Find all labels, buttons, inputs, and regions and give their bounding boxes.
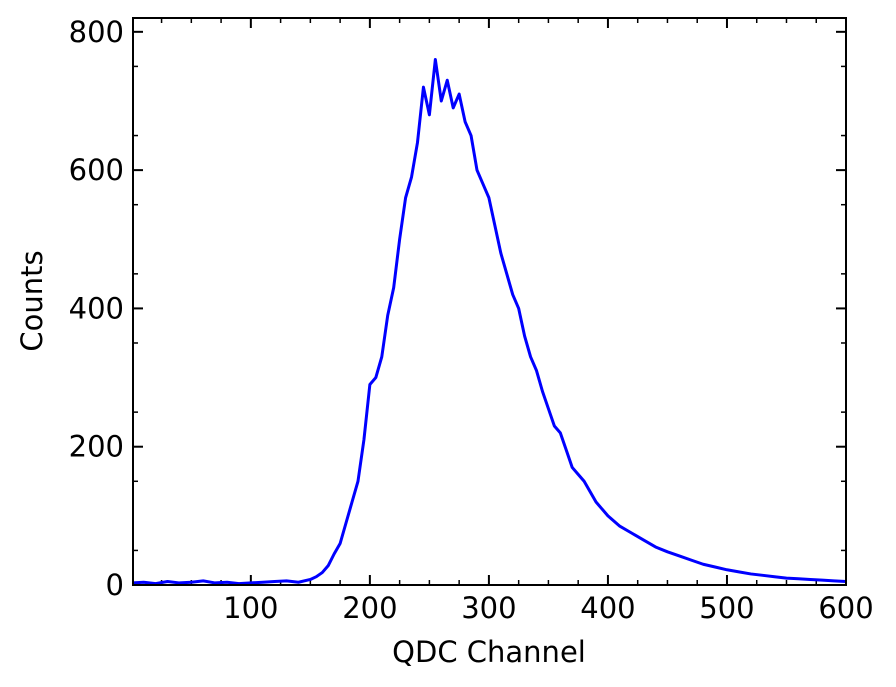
x-axis-title: QDC Channel — [392, 635, 586, 669]
series-line — [132, 57, 847, 586]
x-tick-label: 100 — [223, 591, 278, 625]
x-tick-label: 500 — [699, 591, 754, 625]
x-axis-ticks: 100 200 300 400 500 600 — [160, 18, 874, 625]
x-tick-label: 300 — [461, 591, 516, 625]
y-tick-label: 200 — [69, 430, 124, 464]
x-tick-label: 600 — [818, 591, 873, 625]
x-tick-label: 400 — [580, 591, 635, 625]
y-axis-title: Counts — [15, 250, 49, 351]
y-axis-ticks: 0 200 400 600 800 — [69, 15, 846, 602]
plot-frame — [132, 17, 847, 586]
x-tick-label: 200 — [342, 591, 397, 625]
y-tick-label: 600 — [69, 153, 124, 187]
y-tick-label: 400 — [69, 291, 124, 325]
y-tick-label: 800 — [69, 15, 124, 49]
y-tick-label: 0 — [106, 568, 124, 602]
